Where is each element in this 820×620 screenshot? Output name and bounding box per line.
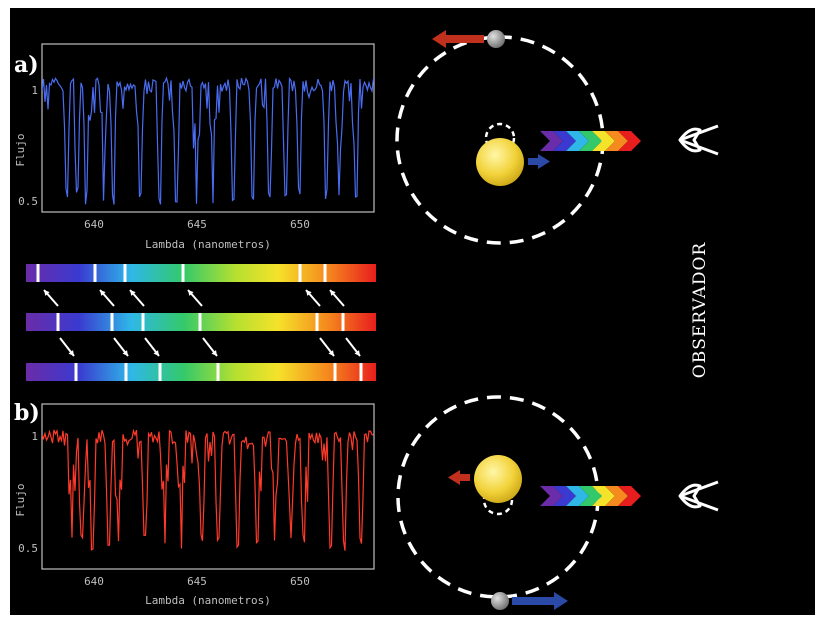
- light-chevron: [566, 131, 589, 151]
- spectral-line: [74, 363, 78, 381]
- spectral-line: [110, 313, 114, 331]
- panel-a-xtick-640: 640: [84, 218, 104, 231]
- star-velocity-arrow-top: [528, 154, 550, 169]
- panel-a-ytick-05: 0.5: [18, 195, 38, 208]
- panel-b-ytick-05: 0.5: [18, 542, 38, 555]
- spectral-line: [181, 264, 185, 282]
- spectral-line: [298, 264, 302, 282]
- panel-a-xtick-645: 645: [187, 218, 207, 231]
- shift-arrow: [129, 289, 145, 307]
- panel-b-frame: [41, 403, 375, 570]
- panel-b-ylabel: Flujo: [14, 483, 27, 516]
- planet-velocity-arrow-bottom: [512, 592, 568, 610]
- panel-a-xtick-650: 650: [290, 218, 310, 231]
- spectral-line: [333, 363, 337, 381]
- star-velocity-arrow-bottom: [448, 470, 470, 485]
- shift-arrow: [345, 337, 361, 357]
- light-chevron: [579, 131, 602, 151]
- panel-a-xlabel: Lambda (nanometros): [145, 238, 271, 251]
- panel-b-ytick-1: 1: [31, 430, 38, 443]
- panel-b-xtick-650: 650: [290, 575, 310, 588]
- shift-arrow: [319, 337, 335, 357]
- shift-arrow: [144, 337, 160, 357]
- panel-b-letter: b): [14, 400, 40, 426]
- observer-label: OBSERVADOR: [690, 242, 710, 379]
- light-chevron: [605, 486, 628, 506]
- spectral-line: [56, 313, 60, 331]
- spectrum-panel-b: b) 1 0.5 Flujo 640 645 650 Lambda (nanom…: [14, 400, 375, 607]
- light-chevron: [618, 131, 641, 151]
- spectral-line: [123, 264, 127, 282]
- eye-icon: [678, 480, 719, 512]
- panel-b-spectrum-line: [42, 428, 374, 551]
- light-chevron: [579, 486, 602, 506]
- panel-a-ylabel: Flujo: [14, 133, 27, 166]
- light-chevrons-bottom: [540, 486, 641, 506]
- spectrum-bar-top: [26, 264, 376, 282]
- shift-arrow: [113, 337, 129, 357]
- spectral-line: [341, 313, 345, 331]
- spectral-line: [315, 313, 319, 331]
- light-chevrons-top: [540, 131, 641, 151]
- spectral-line: [158, 363, 162, 381]
- light-chevron: [540, 131, 563, 151]
- light-chevron: [540, 486, 563, 506]
- panel-b-xlabel: Lambda (nanometros): [145, 594, 271, 607]
- spectral-line: [216, 363, 220, 381]
- spectral-line: [323, 264, 327, 282]
- shift-arrow: [43, 289, 59, 307]
- spectrum-panel-a: a) 1 0.5 Flujo 640 645 650 Lambda (nanom…: [14, 43, 375, 251]
- light-chevron: [553, 131, 576, 151]
- panel-a-ytick-1: 1: [31, 84, 38, 97]
- spectral-line: [124, 363, 128, 381]
- light-chevron: [592, 131, 615, 151]
- shift-arrow: [99, 289, 115, 307]
- panel-b-xtick-645: 645: [187, 575, 207, 588]
- panel-b-xtick-640: 640: [84, 575, 104, 588]
- shift-arrow: [187, 289, 203, 307]
- star-top: [476, 138, 524, 186]
- planet-velocity-arrow-top: [432, 30, 484, 48]
- shift-arrow: [329, 289, 345, 307]
- light-chevron: [566, 486, 589, 506]
- spectral-line: [93, 264, 97, 282]
- orbit-system-bottom: [396, 395, 719, 610]
- shift-arrow: [202, 337, 218, 357]
- spectral-line: [198, 313, 202, 331]
- shift-arrow: [305, 289, 321, 307]
- planet-bottom: [491, 592, 509, 610]
- spectral-line: [359, 363, 363, 381]
- panel-a-spectrum-line: [42, 76, 374, 205]
- spectral-line: [36, 264, 40, 282]
- light-chevron: [592, 486, 615, 506]
- light-chevron: [618, 486, 641, 506]
- light-chevron: [553, 486, 576, 506]
- spectral-line: [141, 313, 145, 331]
- spectrum-bars: [26, 264, 376, 381]
- panel-a-frame: [41, 43, 375, 213]
- eye-icon: [678, 124, 719, 156]
- figure-background: [10, 8, 815, 615]
- star-bottom: [474, 455, 522, 503]
- light-chevron: [605, 131, 628, 151]
- spectrum-bar-bottom: [26, 363, 376, 381]
- planet-top: [487, 30, 505, 48]
- orbit-system-top: [395, 30, 719, 245]
- shift-arrow: [59, 337, 75, 357]
- panel-a-letter: a): [14, 52, 39, 78]
